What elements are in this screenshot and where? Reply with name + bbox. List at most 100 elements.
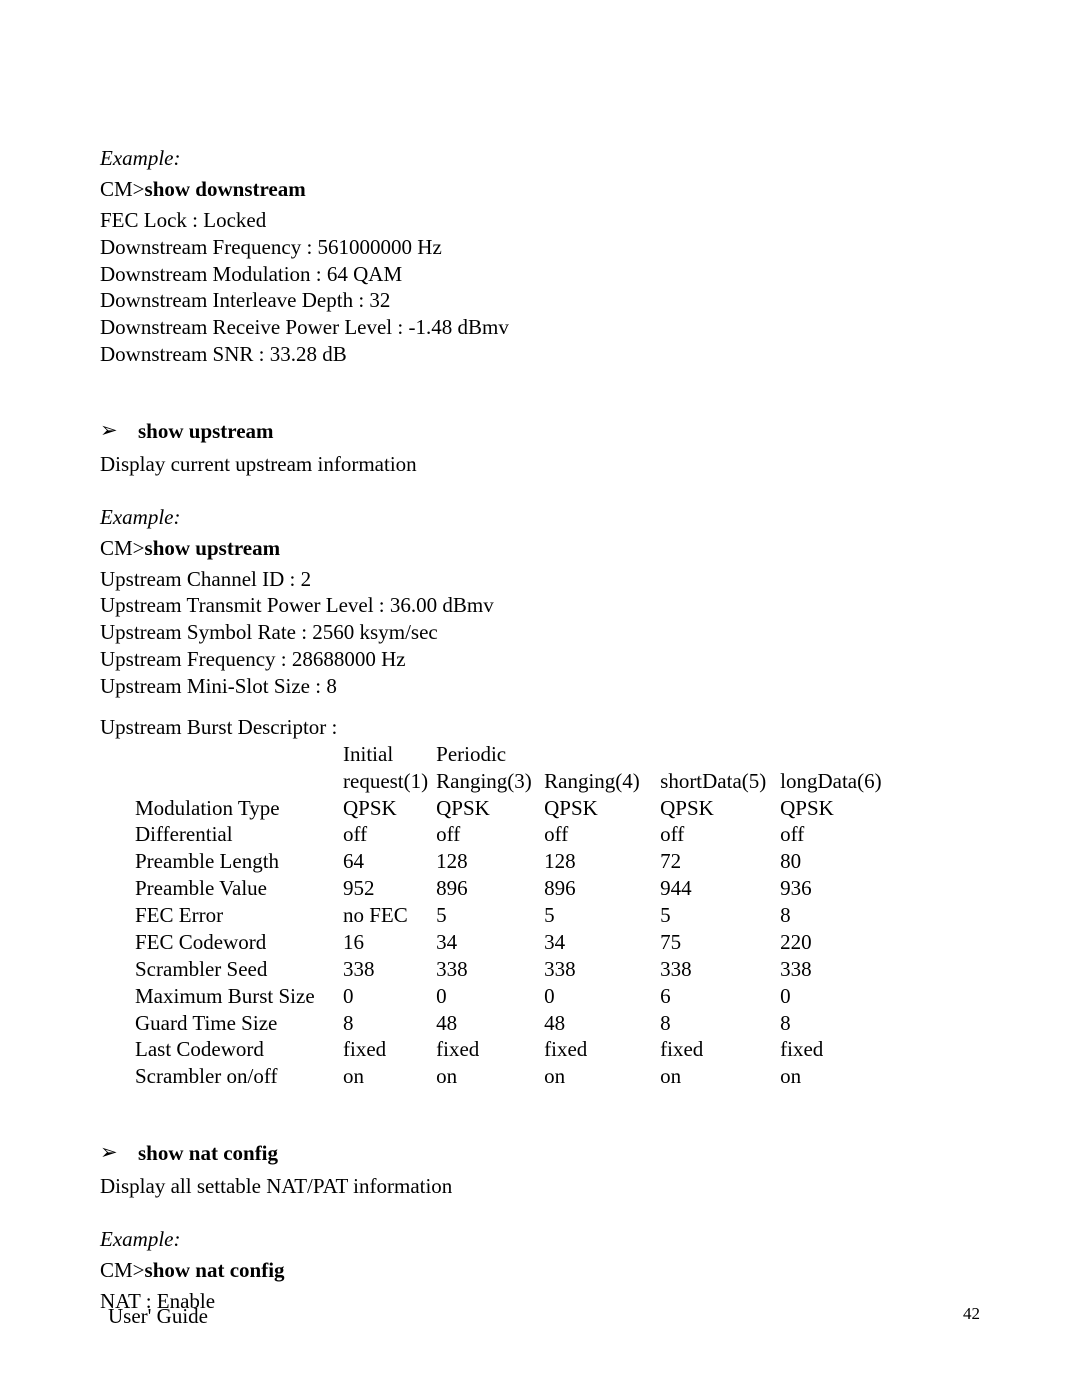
table-cell: off [343, 821, 436, 848]
table-cell: fixed [660, 1036, 780, 1063]
table-cell: 128 [436, 848, 544, 875]
page-content: Example: CM>show downstream FEC Lock : L… [0, 0, 1080, 1315]
prompt-1: CM> [100, 177, 145, 201]
downstream-output: FEC Lock : Locked Downstream Frequency :… [100, 207, 980, 368]
table-cell: 5 [660, 902, 780, 929]
output-line: Downstream Interleave Depth : 32 [100, 287, 980, 314]
table-cell: Periodic [436, 741, 544, 768]
command-2: show upstream [145, 536, 281, 560]
table-row: Scrambler on/offononononon [100, 1063, 890, 1090]
table-cell: 936 [780, 875, 889, 902]
table-cell: no FEC [343, 902, 436, 929]
output-line: Upstream Transmit Power Level : 36.00 dB… [100, 592, 980, 619]
table-row: Scrambler Seed 338338338338338 [100, 956, 890, 983]
command-3: show nat config [145, 1258, 285, 1282]
table-cell: 34 [436, 929, 544, 956]
table-cell: 128 [544, 848, 660, 875]
table-cell: 64 [343, 848, 436, 875]
upstream-output: Upstream Channel ID : 2 Upstream Transmi… [100, 566, 980, 700]
table-cell: 0 [343, 983, 436, 1010]
command-line-3: CM>show nat config [100, 1257, 980, 1284]
table-cell: fixed [780, 1036, 889, 1063]
table-cell: fixed [436, 1036, 544, 1063]
table-header-row-2: request(1) Ranging(3) Ranging(4) shortDa… [100, 768, 890, 795]
table-cell: on [343, 1063, 436, 1090]
table-cell: 0 [780, 983, 889, 1010]
table-cell: shortData(5) [660, 768, 780, 795]
table-cell: 952 [343, 875, 436, 902]
command-line-2: CM>show upstream [100, 535, 980, 562]
output-line: Downstream Modulation : 64 QAM [100, 261, 980, 288]
table-cell [100, 768, 343, 795]
page-number: 42 [963, 1304, 980, 1329]
table-row: Maximum Burst Size00060 [100, 983, 890, 1010]
table-cell: Ranging(4) [544, 768, 660, 795]
table-cell: 8 [780, 902, 889, 929]
table-cell: request(1) [343, 768, 436, 795]
table-row: Preamble Value 952896896944936 [100, 875, 890, 902]
table-cell [544, 741, 660, 768]
table-cell: on [544, 1063, 660, 1090]
burst-title: Upstream Burst Descriptor : [100, 714, 980, 741]
table-cell: Maximum Burst Size [100, 983, 343, 1010]
output-line: Upstream Frequency : 28688000 Hz [100, 646, 980, 673]
table-cell: Preamble Length [100, 848, 343, 875]
output-line: Downstream Receive Power Level : -1.48 d… [100, 314, 980, 341]
table-cell [100, 741, 343, 768]
heading-desc: Display all settable NAT/PAT information [100, 1173, 980, 1200]
table-cell: Scrambler on/off [100, 1063, 343, 1090]
table-cell: 338 [544, 956, 660, 983]
table-cell: 338 [780, 956, 889, 983]
bullet-arrow-icon: ➢ [100, 1140, 138, 1167]
heading-desc: Display current upstream information [100, 451, 980, 478]
table-cell: 75 [660, 929, 780, 956]
table-cell: fixed [343, 1036, 436, 1063]
table-cell: longData(6) [780, 768, 889, 795]
heading-show-nat-config: ➢ show nat config [100, 1140, 980, 1167]
table-cell: off [436, 821, 544, 848]
table-cell: 72 [660, 848, 780, 875]
prompt-3: CM> [100, 1258, 145, 1282]
table-cell: on [780, 1063, 889, 1090]
table-cell: off [780, 821, 889, 848]
table-cell: Preamble Value [100, 875, 343, 902]
table-cell: Scrambler Seed [100, 956, 343, 983]
output-line: Downstream Frequency : 561000000 Hz [100, 234, 980, 261]
table-cell: QPSK [660, 795, 780, 822]
table-cell: FEC Error [100, 902, 343, 929]
table-cell: QPSK [436, 795, 544, 822]
table-row: FEC Codeword 163434 75220 [100, 929, 890, 956]
table-row: FEC Errorno FEC5558 [100, 902, 890, 929]
table-cell: Modulation Type [100, 795, 343, 822]
table-cell: off [660, 821, 780, 848]
table-row: Last Codewordfixedfixedfixed fixedfixed [100, 1036, 890, 1063]
table-cell: 944 [660, 875, 780, 902]
burst-descriptor-table: Initial Periodic request(1) Ranging(3) R… [100, 741, 890, 1090]
table-cell: 220 [780, 929, 889, 956]
table-cell: 338 [343, 956, 436, 983]
table-cell: Initial [343, 741, 436, 768]
table-cell: QPSK [780, 795, 889, 822]
example-label-3: Example: [100, 1226, 980, 1253]
table-cell: FEC Codeword [100, 929, 343, 956]
table-cell: 16 [343, 929, 436, 956]
table-cell [780, 741, 889, 768]
table-cell: QPSK [343, 795, 436, 822]
table-header-row-1: Initial Periodic [100, 741, 890, 768]
table-cell: 0 [436, 983, 544, 1010]
output-line: Upstream Symbol Rate : 2560 ksym/sec [100, 619, 980, 646]
heading-text: show upstream [138, 418, 274, 445]
table-row: Modulation TypeQPSKQPSKQPSKQPSKQPSK [100, 795, 890, 822]
table-cell: 338 [660, 956, 780, 983]
page-footer: User' Guide 42 [108, 1304, 980, 1329]
bullet-arrow-icon: ➢ [100, 418, 138, 445]
table-cell: Last Codeword [100, 1036, 343, 1063]
example-label-2: Example: [100, 504, 980, 531]
table-cell: off [544, 821, 660, 848]
table-cell: QPSK [544, 795, 660, 822]
table-cell: 8 [660, 1010, 780, 1037]
table-cell: 5 [436, 902, 544, 929]
output-line: FEC Lock : Locked [100, 207, 980, 234]
table-cell: on [660, 1063, 780, 1090]
table-cell: 48 [544, 1010, 660, 1037]
